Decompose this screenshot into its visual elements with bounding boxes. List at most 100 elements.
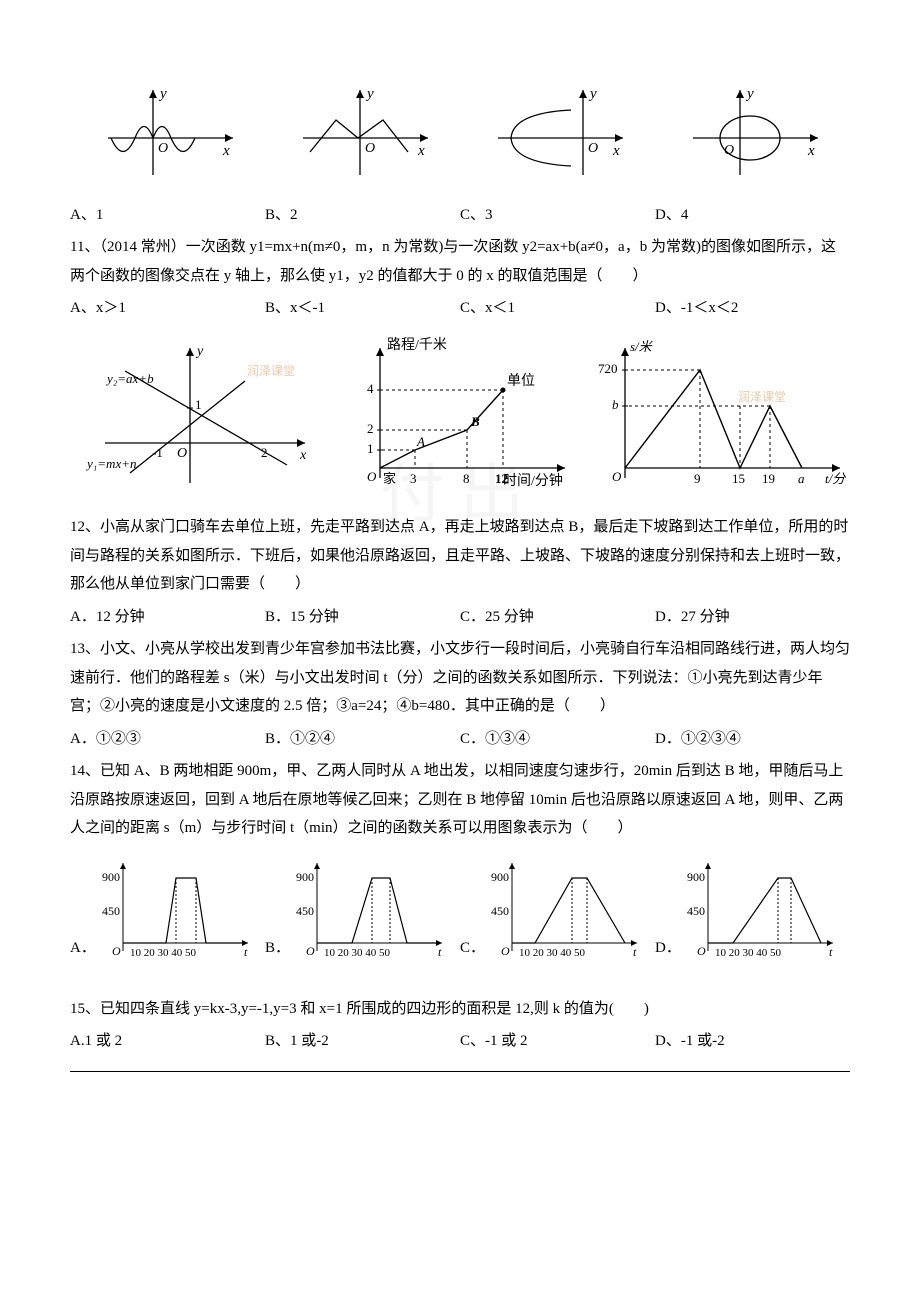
- svg-text:t/分: t/分: [825, 471, 846, 486]
- svg-text:3: 3: [410, 471, 417, 486]
- page-footer-line: [70, 1071, 850, 1072]
- svg-text:900: 900: [102, 870, 120, 884]
- q12-graph: 路程/千米 时间/分钟 O 家 1 2 4 3 8 12: [330, 333, 590, 504]
- svg-text:O: O: [365, 141, 375, 156]
- svg-text:900: 900: [491, 870, 509, 884]
- svg-text:O: O: [612, 469, 622, 484]
- svg-text:家: 家: [383, 471, 396, 486]
- svg-text:O: O: [367, 469, 377, 484]
- q10-fig-1: y x O: [70, 80, 265, 191]
- svg-text:2: 2: [261, 445, 268, 460]
- q14-opt-b-fig: B． 900 450 O 10 20 30 40 50 t: [265, 853, 460, 963]
- label-xlab: 时间/分钟: [503, 472, 563, 489]
- svg-text:y: y: [195, 344, 204, 359]
- q11-options: A、x＞1 B、x＜-1 C、x＜1 D、-1＜x＜2: [70, 294, 850, 323]
- svg-text:10 20 30 40 50: 10 20 30 40 50: [519, 947, 586, 959]
- q10-opt-a: A、1: [70, 201, 265, 230]
- svg-text:x: x: [222, 143, 230, 159]
- svg-text:2: 2: [367, 421, 374, 436]
- q14-text: 14、已知 A、B 两地相距 900m，甲、乙两人同时从 A 地出发，以相同速度…: [70, 757, 850, 843]
- q11-opt-a: A、x＞1: [70, 294, 265, 323]
- q15-opt-a: A.1 或 2: [70, 1027, 265, 1056]
- svg-text:450: 450: [102, 904, 120, 918]
- svg-text:1: 1: [195, 397, 202, 412]
- svg-text:O: O: [588, 141, 598, 156]
- q12-text: 12、小高从家门口骑车去单位上班，先走平路到达点 A，再走上坡路到达点 B，最后…: [70, 513, 850, 599]
- svg-text:O: O: [697, 944, 706, 958]
- svg-text:O: O: [158, 141, 168, 156]
- q13-opt-a: A．①②③: [70, 725, 265, 754]
- q10-fig-3: y x O: [460, 80, 655, 191]
- svg-text:720: 720: [598, 361, 618, 376]
- q10-opt-d: D、4: [655, 201, 850, 230]
- svg-text:O: O: [177, 446, 187, 461]
- svg-text:t: t: [438, 945, 442, 959]
- q13-opt-d: D．①②③④: [655, 725, 850, 754]
- q10-fig-4: y x O: [655, 80, 850, 191]
- q14-opt-c-fig: C． 900 450 O 10 20 30 40 50 t: [460, 853, 655, 963]
- svg-text:y: y: [745, 86, 754, 102]
- q15-options: A.1 或 2 B、1 或-2 C、-1 或 2 D、-1 或-2: [70, 1027, 850, 1056]
- svg-text:450: 450: [491, 904, 509, 918]
- svg-text:O: O: [306, 944, 315, 958]
- q15-opt-d: D、-1 或-2: [655, 1027, 850, 1056]
- svg-text:900: 900: [687, 870, 705, 884]
- svg-text:x: x: [807, 143, 815, 159]
- svg-text:单位: 单位: [507, 373, 535, 389]
- svg-text:8: 8: [463, 471, 470, 486]
- label-y2: y₂=ax+b: [105, 371, 154, 386]
- label-y1: y₁=mx+n: [85, 456, 137, 471]
- svg-text:b: b: [612, 397, 619, 412]
- q11-opt-c: C、x＜1: [460, 294, 655, 323]
- svg-text:450: 450: [296, 904, 314, 918]
- svg-text:y: y: [588, 86, 597, 102]
- q15-opt-c: C、-1 或 2: [460, 1027, 655, 1056]
- svg-text:O: O: [501, 944, 510, 958]
- q10-figures-row: y x O y x O y: [70, 80, 850, 191]
- q14-opt-d-fig: D． 900 450 O 10 20 30 40 50 t: [655, 853, 850, 963]
- svg-text:x: x: [612, 143, 620, 159]
- q11-graph: y x O -1 2 1 y₂=ax+b y₁=mx+n 润泽课堂: [70, 333, 330, 504]
- page: 付出 y x O y x O: [0, 0, 920, 1100]
- svg-text:t: t: [633, 945, 637, 959]
- q13-options: A．①②③ B．①②④ C．①③④ D．①②③④: [70, 725, 850, 754]
- svg-text:O: O: [112, 944, 121, 958]
- wm-1: 润泽课堂: [247, 364, 295, 378]
- svg-text:1: 1: [367, 441, 374, 456]
- svg-text:450: 450: [687, 904, 705, 918]
- svg-text:x: x: [417, 143, 425, 159]
- q13-opt-b: B．①②④: [265, 725, 460, 754]
- q15-text: 15、已知四条直线 y=kx-3,y=-1,y=3 和 x=1 所围成的四边形的…: [70, 995, 850, 1024]
- q14-label-a: A．: [70, 934, 96, 963]
- svg-text:a: a: [798, 471, 805, 486]
- q10-opt-b: B、2: [265, 201, 460, 230]
- svg-text:x: x: [299, 448, 307, 463]
- q13-opt-c: C．①③④: [460, 725, 655, 754]
- svg-text:12: 12: [495, 471, 508, 486]
- q10-fig-2: y x O: [265, 80, 460, 191]
- q14-label-d: D．: [655, 934, 681, 963]
- svg-text:900: 900: [296, 870, 314, 884]
- q10-opt-c: C、3: [460, 201, 655, 230]
- q13-text: 13、小文、小亮从学校出发到青少年宫参加书法比赛，小文步行一段时间后，小亮骑自行…: [70, 635, 850, 721]
- svg-text:B: B: [470, 414, 480, 429]
- q14-label-b: B．: [265, 934, 290, 963]
- svg-text:10 20 30 40 50: 10 20 30 40 50: [715, 947, 782, 959]
- svg-text:10 20 30 40 50: 10 20 30 40 50: [130, 947, 197, 959]
- svg-text:s/米: s/米: [630, 339, 654, 354]
- label-ylab: 路程/千米: [387, 337, 447, 353]
- svg-text:4: 4: [367, 381, 374, 396]
- q14-options-row: A． 900 450 O 10 20 30 40 50 t B．: [70, 853, 850, 963]
- svg-text:A: A: [416, 434, 425, 449]
- svg-text:9: 9: [694, 471, 701, 486]
- q12-opt-c: C．25 分钟: [460, 603, 655, 632]
- q11-q12-q13-figures: y x O -1 2 1 y₂=ax+b y₁=mx+n 润泽课堂: [70, 333, 850, 504]
- svg-text:15: 15: [732, 471, 745, 486]
- svg-text:t: t: [829, 945, 833, 959]
- q14-label-c: C．: [460, 934, 485, 963]
- q13-graph: s/米 t/分 O 720 b 9 15 19 a 润泽课堂: [590, 333, 850, 504]
- svg-text:19: 19: [762, 471, 775, 486]
- svg-text:-1: -1: [152, 445, 163, 460]
- q11-text: 11、（2014 常州）一次函数 y1=mx+n(m≠0，m，n 为常数)与一次…: [70, 233, 850, 290]
- q11-opt-d: D、-1＜x＜2: [655, 294, 850, 323]
